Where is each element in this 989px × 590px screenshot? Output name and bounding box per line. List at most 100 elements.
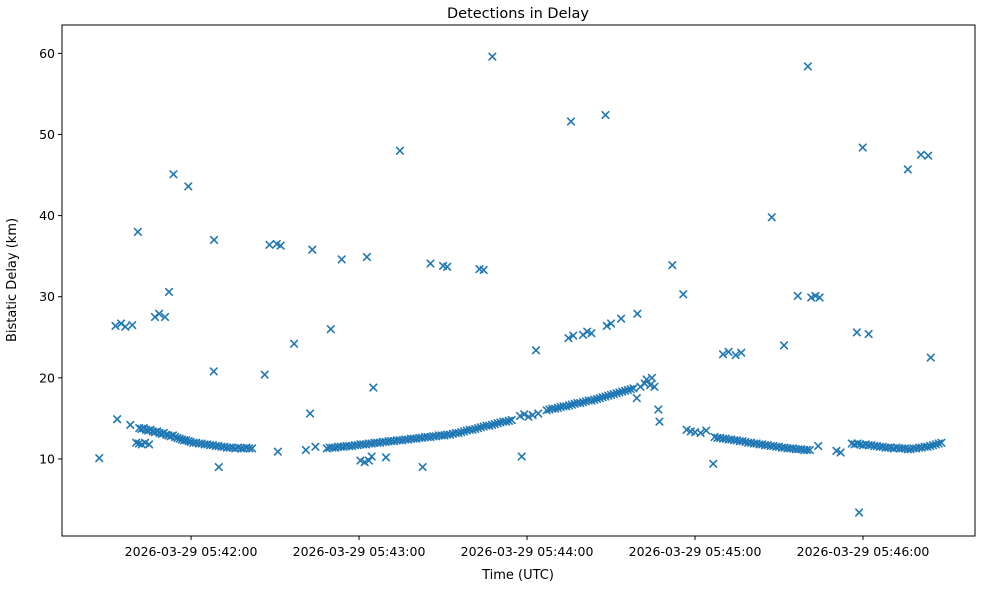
data-point-marker: [337, 255, 346, 264]
data-point-marker: [668, 260, 677, 270]
data-point-marker: [356, 440, 365, 449]
data-point-marker: [162, 430, 171, 439]
data-point-marker: [702, 426, 711, 435]
axis-ticks-layer: 2026-03-29 05:42:00 2026-03-29 05:43:00 20…: [39, 46, 929, 559]
data-point-marker: [113, 415, 122, 424]
data-point-marker: [507, 415, 516, 425]
x-axis-label: Time (UTC): [481, 568, 554, 583]
data-point-marker: [245, 444, 254, 453]
data-point-marker: [443, 262, 452, 271]
y-tick-label: 50: [39, 127, 55, 142]
data-point-marker: [126, 420, 135, 429]
data-point-marker: [325, 443, 334, 452]
x-tick-label: 2026-03-29 05:42:00: [125, 544, 258, 559]
data-point-marker: [534, 409, 543, 418]
data-point-marker: [420, 432, 429, 442]
data-point-marker: [895, 444, 904, 453]
data-point-marker: [832, 446, 841, 455]
data-point-marker: [587, 329, 596, 338]
data-point-marker: [364, 456, 373, 465]
data-point-marker: [811, 291, 820, 301]
data-point-marker: [679, 290, 688, 299]
data-point-marker: [265, 240, 274, 249]
data-point-marker: [646, 381, 655, 390]
data-point-marker: [531, 346, 541, 355]
x-tick-label: 2026-03-29 05:46:00: [797, 544, 930, 559]
data-point-marker: [803, 62, 812, 71]
x-tick-label: 2026-03-29 05:45:00: [629, 544, 762, 559]
y-tick-label: 10: [39, 451, 55, 466]
data-point-marker: [360, 458, 369, 467]
data-point-marker: [209, 367, 218, 376]
data-point-marker: [601, 110, 610, 120]
data-point-marker: [426, 259, 435, 268]
data-point-marker: [814, 441, 823, 451]
y-tick-label: 30: [39, 289, 55, 304]
plot-area-border: [61, 24, 976, 537]
data-point-marker: [111, 321, 120, 331]
data-point-marker: [515, 411, 525, 421]
data-point-marker: [406, 434, 415, 443]
data-point-marker: [617, 314, 626, 323]
data-point-marker: [903, 165, 912, 174]
data-point-marker: [815, 293, 824, 302]
data-point-marker: [133, 227, 142, 236]
data-point-marker: [171, 432, 180, 442]
data-point-marker: [852, 328, 861, 337]
data-point-marker: [222, 443, 232, 452]
data-point-marker: [791, 445, 800, 454]
data-point-marker: [276, 241, 285, 250]
data-point-marker: [395, 146, 405, 155]
data-point-marker: [793, 291, 802, 301]
data-point-marker: [629, 384, 638, 393]
data-point-marker: [654, 405, 663, 414]
data-point-marker: [342, 441, 351, 451]
data-point-marker: [356, 456, 365, 465]
data-point-marker: [583, 327, 592, 336]
data-point-marker: [633, 309, 642, 318]
data-point-marker: [144, 440, 154, 449]
data-point-marker: [724, 347, 733, 356]
data-point-marker: [924, 151, 933, 160]
data-point-marker: [564, 333, 573, 343]
data-point-marker: [128, 321, 137, 330]
data-point-marker: [836, 448, 845, 457]
data-point-marker: [184, 437, 193, 446]
chart-title: Detections in Delay: [447, 6, 589, 22]
data-point-marker: [164, 287, 174, 296]
data-point-marker: [767, 213, 776, 222]
data-point-marker: [858, 143, 867, 152]
data-point-marker: [517, 452, 526, 461]
scatter-points-layer: [95, 52, 946, 517]
data-point-marker: [418, 462, 427, 472]
data-point-marker: [800, 445, 809, 455]
data-point-marker: [141, 438, 150, 447]
data-point-marker: [682, 425, 691, 434]
data-point-marker: [367, 452, 376, 461]
data-point-marker: [369, 383, 378, 392]
data-point-marker: [392, 436, 401, 445]
data-point-marker: [301, 445, 310, 455]
data-point-marker: [696, 428, 705, 438]
data-point-marker: [272, 239, 281, 249]
data-point-marker: [260, 370, 269, 379]
data-point-marker: [209, 235, 219, 245]
data-point-marker: [926, 353, 935, 362]
data-point-marker: [384, 437, 393, 446]
data-point-marker: [520, 410, 529, 419]
data-point-marker: [381, 453, 391, 462]
data-point-marker: [524, 412, 533, 421]
data-point-marker: [854, 508, 864, 517]
y-axis-label: Bistatic Delay (km): [5, 218, 20, 342]
y-tick-label: 20: [39, 370, 55, 385]
data-point-marker: [864, 329, 873, 339]
data-point-marker: [709, 459, 718, 468]
data-point-marker: [95, 454, 104, 463]
data-point-marker: [290, 339, 299, 348]
y-tick-label: 60: [39, 46, 55, 61]
data-point-marker: [602, 321, 611, 331]
data-point-marker: [479, 265, 488, 275]
data-point-marker: [566, 117, 576, 126]
